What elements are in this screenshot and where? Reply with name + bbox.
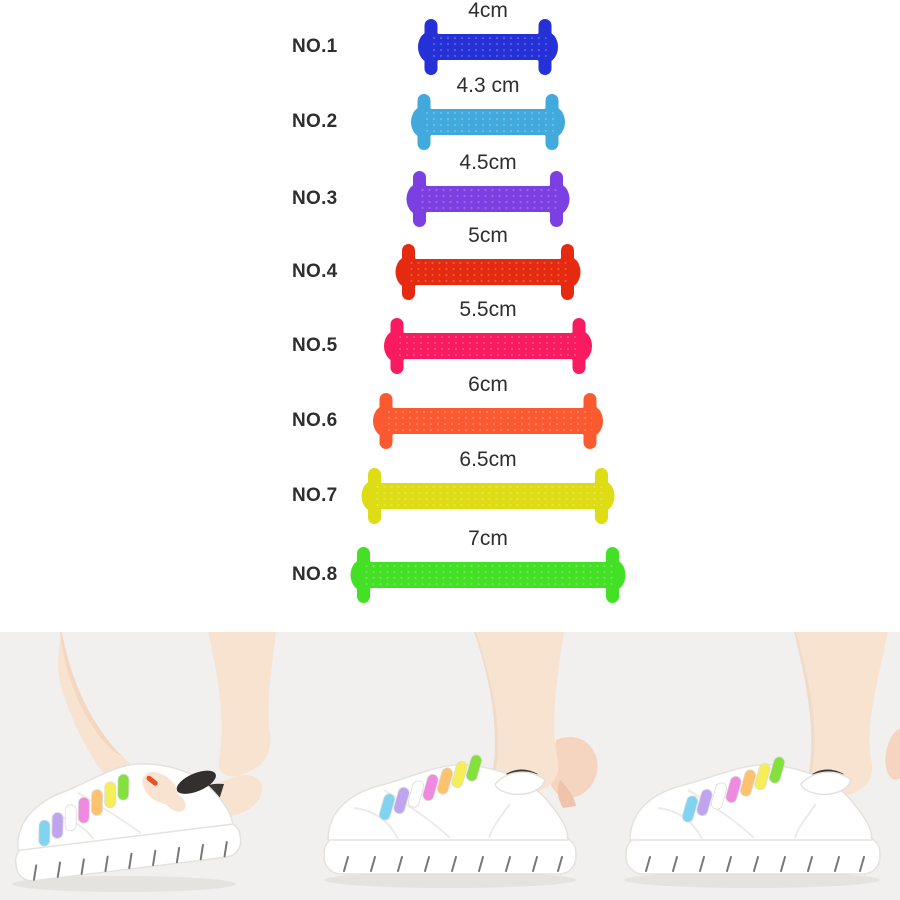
shoe-lace-strip: [681, 795, 699, 823]
silicone-lace-graphic: [395, 244, 581, 300]
shoe-lace-strip: [739, 769, 757, 797]
lace-size-row: NO.1 4cm: [0, 0, 900, 84]
shoe-lace-strip: [407, 780, 425, 808]
sneaker-graphic: [14, 763, 242, 882]
shoe-lace-strip: [465, 754, 483, 782]
lace-size-row: NO.7 6.5cm: [0, 449, 900, 533]
lace-size-row: NO.6 6cm: [0, 374, 900, 458]
lace-length-label: 4cm: [468, 0, 508, 22]
finger: [557, 780, 576, 808]
shoe-collar: [494, 771, 546, 796]
sneaker-graphic: [625, 756, 881, 875]
lace-size-row: NO.2 4.3 cm: [0, 75, 900, 159]
shoe-lace-strip: [436, 767, 454, 795]
shoe-collar: [800, 771, 852, 796]
shoe-lace-strip: [38, 819, 51, 847]
product-photo-strip: [0, 632, 900, 900]
lace-length-label: 6.5cm: [459, 448, 517, 471]
silicone-lace-graphic: [350, 547, 626, 603]
lace-number-label: NO.8: [292, 564, 338, 585]
silicone-lace-graphic: [384, 318, 592, 374]
shoe-laces: [38, 773, 130, 847]
shoe-lace-strip: [117, 773, 130, 801]
lace-assembly: 4.5cm: [406, 151, 570, 228]
shoe-lace-strip: [754, 762, 771, 791]
sole-tread-marks: [645, 856, 865, 872]
ground-shadow: [12, 876, 236, 892]
sole-tread-marks: [343, 856, 563, 872]
sole-tread-marks: [32, 840, 228, 881]
photo-panel-sneaker-with-hand: [300, 632, 600, 900]
lace-length-label: 7cm: [468, 527, 508, 550]
lace-assembly: 5.5cm: [384, 299, 592, 375]
silicone-lace-graphic: [361, 468, 615, 524]
lace-number-label: NO.1: [292, 36, 338, 57]
lace-number-label: NO.2: [292, 111, 338, 132]
shoe-laces: [681, 756, 786, 823]
sneaker-graphic: [323, 754, 577, 875]
lace-size-chart: NO.1 4cm NO.2 4.3 cm NO.3 4.5cm NO.4 5cm: [0, 0, 900, 612]
silicone-lace-graphic: [406, 171, 570, 227]
shoe-lace-strip: [393, 786, 410, 815]
shoe-lace-strip: [451, 760, 468, 789]
shoe-lace-strip: [768, 756, 786, 784]
lace-size-row: NO.5 5.5cm: [0, 299, 900, 383]
shoe-lace-strip: [378, 793, 396, 821]
shoe-sole: [625, 835, 881, 875]
hand-graphic: [550, 736, 598, 808]
photo-panel-hand-fitting-lace: [0, 632, 300, 900]
silicone-lace-graphic: [373, 393, 603, 449]
photo-panel-sneaker-side-view: [600, 632, 900, 900]
shoe-lace-strip: [104, 781, 117, 809]
shoe-sole: [323, 835, 577, 875]
lace-length-label: 4.3 cm: [456, 74, 520, 97]
shoe-lace-strip: [64, 804, 77, 832]
lace-assembly: 7cm: [350, 527, 626, 604]
lace-assembly: 6cm: [373, 374, 603, 450]
leg-graphic: [794, 632, 888, 796]
lace-number-label: NO.3: [292, 188, 338, 209]
silicone-lace-graphic: [411, 94, 565, 150]
leg-graphic: [474, 632, 564, 794]
lace-assembly: 4cm: [418, 0, 558, 76]
shoe-lace-strip: [725, 775, 742, 804]
lace-number-label: NO.6: [292, 410, 338, 431]
shoe-lace-strip: [710, 782, 728, 810]
lace-length-label: 6cm: [468, 373, 508, 396]
lace-size-row: NO.4 5cm: [0, 225, 900, 309]
lace-length-label: 5.5cm: [459, 298, 517, 321]
shoe-lace-strip: [51, 812, 64, 839]
shoe-opening: [176, 770, 216, 794]
ground-shadow: [324, 872, 576, 888]
shoe-lace-strip: [77, 796, 90, 824]
shoe-laces: [378, 754, 483, 821]
lace-number-label: NO.4: [292, 261, 338, 282]
shoe-lace-strip: [90, 789, 104, 816]
lace-assembly: 5cm: [395, 224, 581, 301]
lace-length-label: 4.5cm: [459, 151, 517, 174]
lace-assembly: 6.5cm: [361, 448, 615, 525]
lace-size-row: NO.8 7cm: [0, 528, 900, 612]
shoe-lace-strip: [422, 773, 439, 802]
hand-graphic: [885, 728, 900, 780]
shoe-lace-strip: [696, 788, 713, 817]
lace-number-label: NO.5: [292, 335, 338, 356]
lace-size-row: NO.3 4.5cm: [0, 152, 900, 236]
silicone-lace-graphic: [418, 19, 558, 75]
finger-ring: [146, 775, 158, 786]
lace-number-label: NO.7: [292, 485, 338, 506]
ground-shadow: [624, 872, 880, 888]
lace-assembly: 4.3 cm: [411, 75, 565, 151]
lace-length-label: 5cm: [468, 224, 508, 247]
hand-graphic: [142, 771, 186, 812]
